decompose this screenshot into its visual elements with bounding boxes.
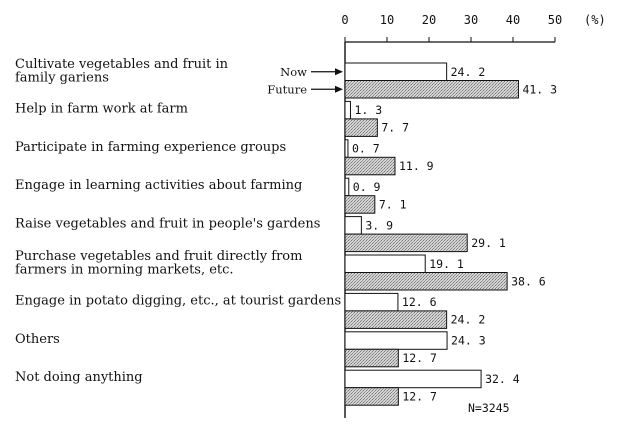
data-label: 12. 7 [402, 351, 437, 365]
data-label: 41. 3 [522, 82, 557, 96]
data-label: 0. 7 [352, 142, 380, 156]
data-label: 0. 9 [353, 180, 381, 194]
x-tick-label: 50 [548, 13, 562, 27]
category-label-line: Not doing anything [15, 370, 143, 385]
bars: 24. 2 41. 3 1. 3 7. 70. 7 11. 9 0. 9 7. 1 3. 9 2… [344, 62, 557, 406]
bar-future [344, 310, 448, 329]
data-label: 24. 3 [451, 334, 486, 348]
category-label-line: family gariens [15, 71, 109, 86]
bar-future [344, 233, 468, 253]
category-label-line: farmers in morning markets, etc. [15, 263, 234, 278]
category-label-line: Others [15, 332, 60, 347]
bar-now [344, 62, 448, 81]
sample-size-note: N=3245 [468, 401, 510, 415]
category-label-line: Raise vegetables and fruit in people's g… [15, 217, 320, 232]
bar-future [344, 156, 396, 176]
data-label: 7. 1 [379, 197, 407, 211]
data-label: 19. 1 [429, 257, 464, 271]
category-label: Cultivate vegetables and fruit in family … [15, 57, 229, 86]
category-label: Participate in farming experience groups [15, 140, 286, 155]
x-tick-label: 30 [464, 13, 478, 27]
category-labels: Cultivate vegetables and fruit in family … [15, 57, 341, 385]
data-label: 7. 7 [381, 121, 409, 135]
legend-arrow-head [335, 68, 343, 76]
x-tick-label: 20 [422, 13, 436, 27]
x-tick-label: 10 [380, 13, 394, 27]
category-label: Not doing anything [15, 370, 143, 385]
bar-future [344, 272, 508, 291]
data-label: 11. 9 [399, 159, 434, 173]
bar-now [344, 100, 351, 120]
category-label-line: Engage in learning activities about farm… [15, 178, 302, 193]
category-label-line: Engage in potato digging, etc., at touri… [15, 293, 341, 308]
unit-label: (%) [584, 13, 606, 27]
data-label: 24. 2 [451, 65, 486, 79]
category-label-line: Cultivate vegetables and fruit in [15, 57, 229, 72]
bar-future [344, 387, 399, 406]
data-label: 12. 6 [402, 295, 437, 309]
data-label: 32. 4 [485, 372, 520, 386]
legend-arrow-head [335, 85, 343, 93]
x-tick-label: 40 [506, 13, 520, 27]
data-label: 38. 6 [511, 274, 546, 288]
category-label: Help in farm work at farm [15, 101, 188, 116]
category-label-line: Participate in farming experience groups [15, 140, 286, 155]
legend-now: Now [280, 65, 307, 79]
data-label: 29. 1 [471, 236, 506, 250]
bar-now [344, 369, 482, 389]
bar-now [344, 216, 362, 235]
bar-now [344, 177, 350, 197]
x-tick-label: 0 [341, 13, 348, 27]
data-label: 24. 2 [451, 313, 486, 327]
bar-future [344, 195, 376, 214]
bar-future [344, 118, 378, 137]
category-label: Others [15, 332, 60, 347]
data-label: 3. 9 [365, 218, 393, 232]
legend: Now Future N=3245 [267, 65, 509, 415]
category-label-line: Help in farm work at farm [15, 101, 188, 116]
category-label: Engage in learning activities about farm… [15, 178, 302, 193]
bar-now [344, 292, 399, 312]
bar-now [344, 254, 426, 273]
bar-future [344, 80, 519, 99]
category-label-line: Purchase vegetables and fruit directly f… [15, 249, 302, 264]
bar-future [344, 348, 399, 368]
category-label: Purchase vegetables and fruit directly f… [15, 249, 302, 278]
legend-future: Future [267, 82, 307, 96]
category-label: Raise vegetables and fruit in people's g… [15, 217, 320, 232]
data-label: 1. 3 [354, 103, 382, 117]
bar-now [344, 331, 448, 350]
bar-now [344, 139, 349, 158]
data-label: 12. 7 [402, 389, 437, 403]
category-label: Engage in potato digging, etc., at touri… [15, 293, 341, 308]
